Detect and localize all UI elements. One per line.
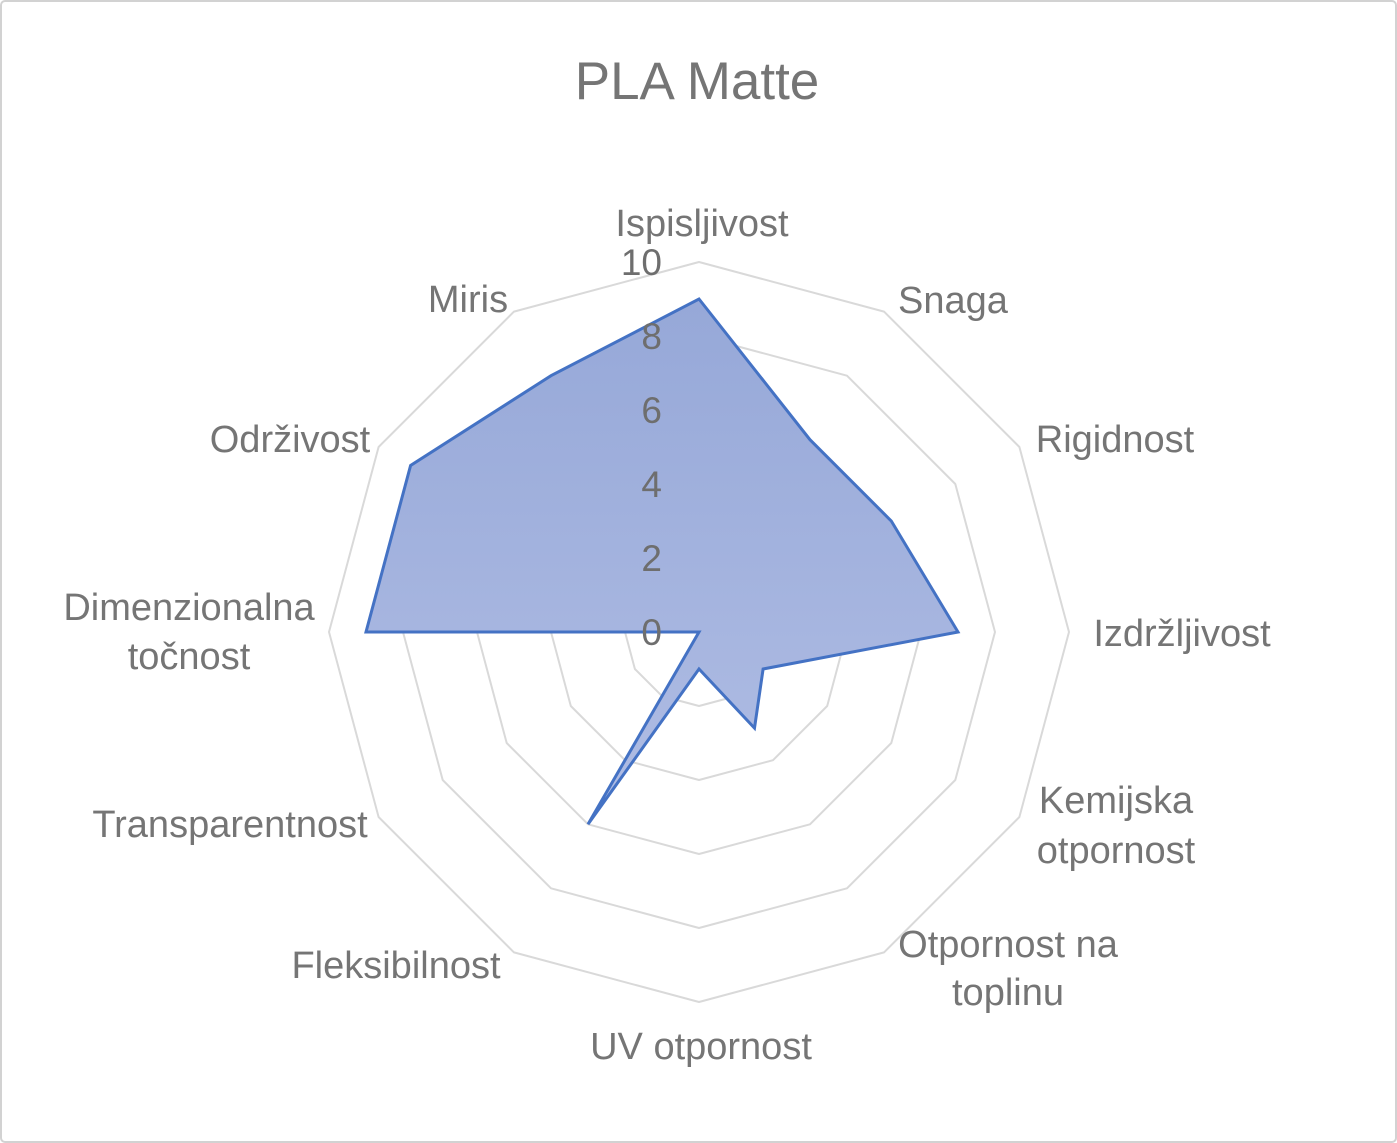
axis-label-ispisljivost: Ispisljivost (615, 203, 789, 245)
tick-labels: 0 2 4 6 8 10 (621, 242, 662, 653)
axis-label-odrzivost: Održivost (210, 419, 371, 461)
axis-label-otpornost-na-toplinu: Otpornost na toplinu (898, 924, 1119, 1014)
tick-label-6: 6 (641, 390, 662, 431)
tick-label-10: 10 (621, 242, 662, 283)
axis-label-izdrzljivost: Izdržljivost (1093, 613, 1271, 655)
axis-label-miris: Miris (428, 279, 508, 321)
tick-label-8: 8 (641, 316, 662, 357)
axis-label-dimenzionalna-tocnost: Dimenzionalna točnost (63, 587, 315, 678)
axis-label-uv-otpornost: UV otpornost (590, 1026, 812, 1068)
tick-label-4: 4 (641, 464, 662, 505)
axis-label-kemijska-otpornost: Kemijska otpornost (1037, 780, 1196, 872)
series-area (364, 297, 961, 826)
series-polygon (364, 297, 961, 826)
chart-title: PLA Matte (575, 52, 820, 111)
axis-label-rigidnost: Rigidnost (1036, 419, 1195, 461)
axis-label-transparentnost: Transparentnost (92, 804, 368, 846)
axis-label-snaga: Snaga (898, 280, 1009, 322)
tick-label-2: 2 (641, 538, 662, 579)
grid-ring-10 (328, 261, 1070, 1003)
tick-label-0: 0 (641, 612, 662, 653)
axis-labels: Ispisljivost Snaga Rigidnost Izdržljivost Ke… (63, 203, 1271, 1068)
axis-label-fleksibilnost: Fleksibilnost (291, 945, 501, 987)
